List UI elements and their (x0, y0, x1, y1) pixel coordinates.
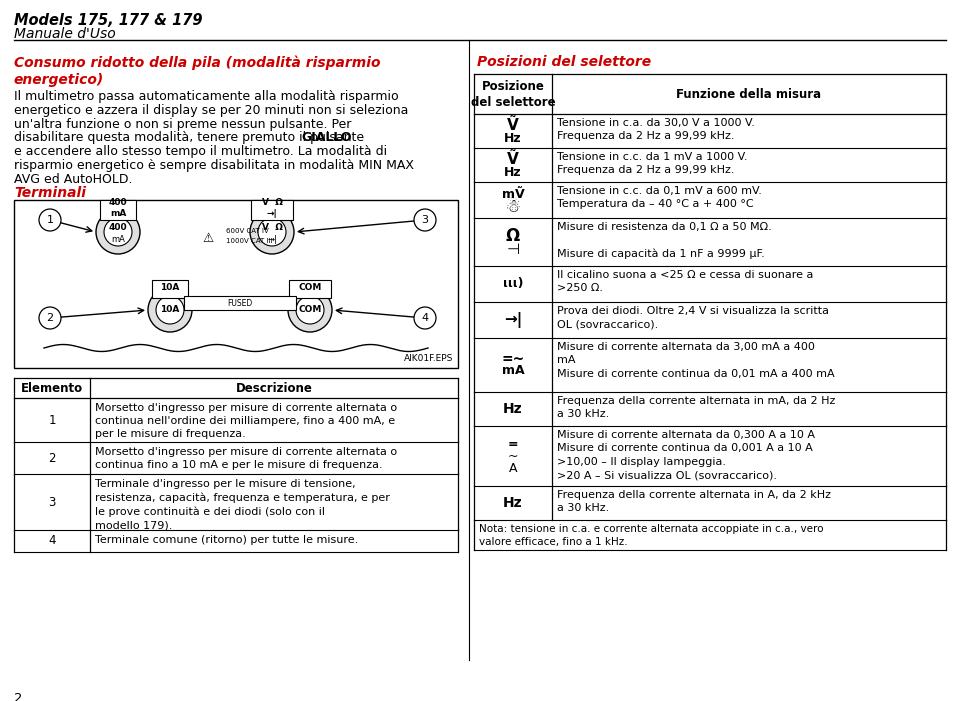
Text: Il cicalino suona a <25 Ω e cessa di suonare a
>250 Ω.: Il cicalino suona a <25 Ω e cessa di suo… (557, 270, 813, 293)
Text: 3: 3 (48, 496, 56, 508)
Circle shape (39, 307, 61, 329)
Circle shape (414, 307, 436, 329)
Text: mṼ: mṼ (502, 187, 524, 200)
Text: 400
mA: 400 mA (108, 198, 128, 218)
Text: Nota: tensione in c.a. e corrente alternata accoppiate in c.a., vero
valore effi: Nota: tensione in c.a. e corrente altern… (479, 524, 824, 547)
Bar (152, 280, 188, 298)
Text: Hz: Hz (504, 165, 522, 179)
Circle shape (258, 218, 286, 246)
Text: COM: COM (299, 306, 322, 315)
Circle shape (296, 296, 324, 324)
Circle shape (250, 210, 294, 254)
Text: mA: mA (502, 365, 524, 378)
Bar (14, 200, 458, 368)
Text: Frequenza della corrente alternata in mA, da 2 Hz
a 30 kHz.: Frequenza della corrente alternata in mA… (557, 396, 835, 419)
Text: Misure di corrente alternata da 0,300 A a 10 A
Misure di corrente continua da 0,: Misure di corrente alternata da 0,300 A … (557, 430, 815, 480)
Bar (289, 280, 331, 298)
Text: Misure di corrente alternata da 3,00 mA a 400
mA
Misure di corrente continua da : Misure di corrente alternata da 3,00 mA … (557, 342, 834, 379)
Circle shape (148, 288, 192, 332)
Text: AVG ed AutoHOLD.: AVG ed AutoHOLD. (14, 173, 132, 186)
Text: 4: 4 (421, 313, 428, 323)
Text: Frequenza della corrente alternata in A, da 2 kHz
a 30 kHz.: Frequenza della corrente alternata in A,… (557, 490, 831, 513)
Text: V  Ω
→|: V Ω →| (261, 198, 282, 218)
Bar (100, 200, 136, 220)
Text: Misure di resistenza da 0,1 Ω a 50 MΩ.

Misure di capacità da 1 nF a 9999 μF.: Misure di resistenza da 0,1 Ω a 50 MΩ. M… (557, 222, 772, 259)
Text: Terminali: Terminali (14, 186, 86, 200)
Text: disabilitare questa modalità, tenere premuto il pulsante: disabilitare questa modalità, tenere pre… (14, 131, 368, 144)
Text: risparmio energetico è sempre disabilitata in modalità MIN MAX: risparmio energetico è sempre disabilita… (14, 159, 414, 172)
Circle shape (96, 210, 140, 254)
Bar (251, 200, 293, 220)
Text: Hz: Hz (504, 132, 522, 144)
Text: 3: 3 (421, 215, 428, 225)
Text: Ṽ: Ṽ (507, 118, 519, 132)
Text: 10A: 10A (160, 306, 180, 315)
Text: energetico e azzera il display se per 20 minuti non si seleziona: energetico e azzera il display se per 20… (14, 104, 408, 117)
Text: Terminale comune (ritorno) per tutte le misure.: Terminale comune (ritorno) per tutte le … (95, 535, 358, 545)
Text: GIALLO: GIALLO (301, 131, 352, 144)
Text: Ṽ: Ṽ (507, 151, 519, 167)
Text: 2: 2 (46, 313, 54, 323)
Text: Ω: Ω (506, 227, 520, 245)
Text: Elemento: Elemento (21, 381, 84, 395)
Text: Tensione in c.c. da 1 mV a 1000 V.
Frequenza da 2 Hz a 99,99 kHz.: Tensione in c.c. da 1 mV a 1000 V. Frequ… (557, 152, 748, 175)
Text: A: A (509, 461, 517, 475)
Text: Posizione
del selettore: Posizione del selettore (470, 79, 555, 109)
Text: Hz: Hz (503, 496, 523, 510)
Circle shape (288, 288, 332, 332)
Text: ☃: ☃ (505, 198, 521, 216)
Text: Morsetto d'ingresso per misure di corrente alternata o
continua nell'ordine dei : Morsetto d'ingresso per misure di corren… (95, 403, 397, 440)
Text: 2: 2 (14, 692, 22, 701)
Text: e accendere allo stesso tempo il multimetro. La modalità di: e accendere allo stesso tempo il multime… (14, 145, 387, 158)
Text: Hz: Hz (503, 402, 523, 416)
Text: ~: ~ (508, 449, 518, 463)
Text: 400: 400 (108, 224, 128, 233)
Text: mA: mA (111, 235, 125, 243)
Text: ιιι): ιιι) (503, 278, 523, 290)
Text: AIK01F.EPS: AIK01F.EPS (403, 354, 453, 363)
Text: Il multimetro passa automaticamente alla modalità risparmio: Il multimetro passa automaticamente alla… (14, 90, 398, 103)
Text: Morsetto d'ingresso per misure di corrente alternata o
continua fino a 10 mA e p: Morsetto d'ingresso per misure di corren… (95, 447, 397, 470)
Text: →|: →| (267, 235, 276, 243)
Text: →|: →| (504, 312, 522, 328)
Circle shape (156, 296, 184, 324)
Text: ⚠: ⚠ (203, 231, 214, 245)
Text: un'altra funzione o non si preme nessun pulsante. Per: un'altra funzione o non si preme nessun … (14, 118, 351, 130)
Text: 4: 4 (48, 534, 56, 547)
Text: Consumo ridotto della pila (modalità risparmio
energetico): Consumo ridotto della pila (modalità ris… (14, 55, 380, 87)
Text: ⊣: ⊣ (506, 242, 519, 257)
Text: FUSED: FUSED (228, 299, 252, 308)
Text: 1: 1 (48, 414, 56, 426)
Text: 1000V CAT III: 1000V CAT III (226, 238, 273, 244)
Text: Posizioni del selettore: Posizioni del selettore (477, 55, 651, 69)
Text: Funzione della misura: Funzione della misura (677, 88, 822, 100)
Text: Tensione in c.a. da 30,0 V a 1000 V.
Frequenza da 2 Hz a 99,99 kHz.: Tensione in c.a. da 30,0 V a 1000 V. Fre… (557, 118, 755, 142)
Text: Models 175, 177 & 179: Models 175, 177 & 179 (14, 13, 203, 28)
Text: 2: 2 (48, 451, 56, 465)
Text: COM: COM (299, 283, 322, 292)
Text: =: = (508, 437, 518, 451)
Text: =~: =~ (501, 352, 524, 366)
Text: 1: 1 (46, 215, 54, 225)
Circle shape (104, 218, 132, 246)
Text: 600V CAT IV: 600V CAT IV (226, 228, 269, 234)
Circle shape (39, 209, 61, 231)
Text: Terminale d'ingresso per le misure di tensione,
resistenza, capacità, frequenza : Terminale d'ingresso per le misure di te… (95, 479, 390, 530)
Bar (184, 296, 296, 310)
Text: Tensione in c.c. da 0,1 mV a 600 mV.
Temperatura da – 40 °C a + 400 °C: Tensione in c.c. da 0,1 mV a 600 mV. Tem… (557, 186, 762, 210)
Circle shape (414, 209, 436, 231)
Text: Manuale d'Uso: Manuale d'Uso (14, 27, 116, 41)
Text: 10A: 10A (160, 283, 180, 292)
Text: Descrizione: Descrizione (235, 381, 312, 395)
Text: V  Ω: V Ω (261, 224, 282, 233)
Text: Prova dei diodi. Oltre 2,4 V si visualizza la scritta
OL (sovraccarico).: Prova dei diodi. Oltre 2,4 V si visualiz… (557, 306, 829, 329)
